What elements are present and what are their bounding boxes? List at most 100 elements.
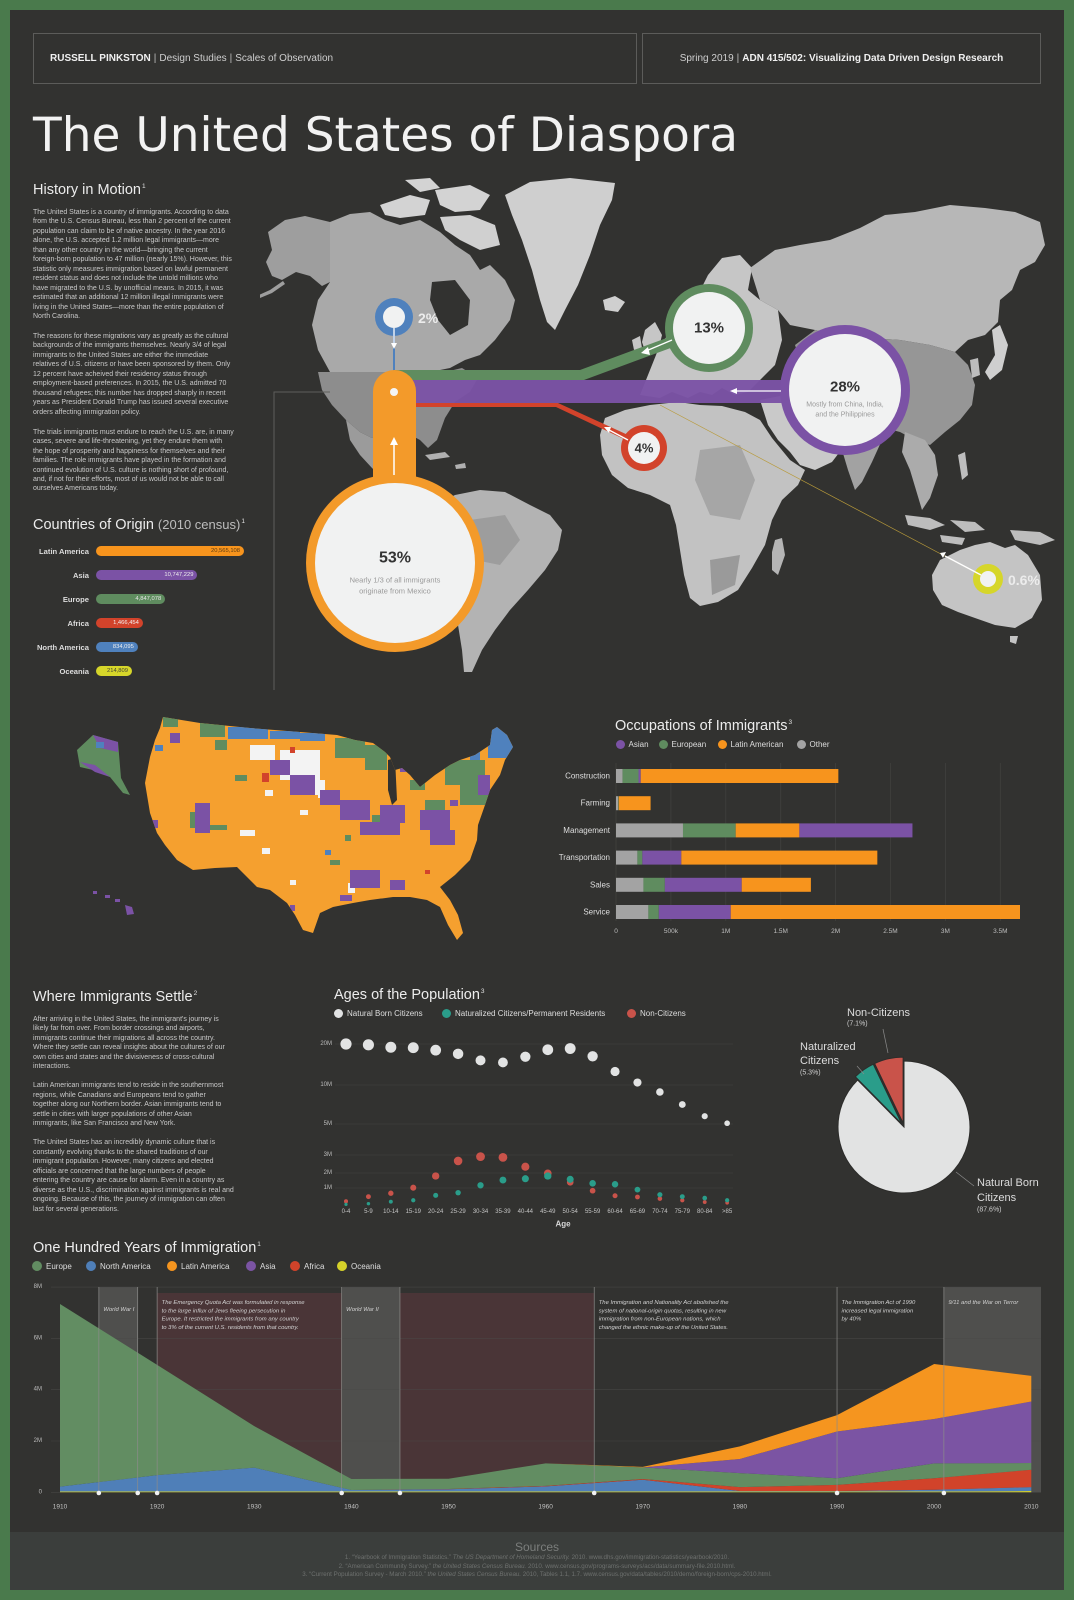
- data-point: [476, 1152, 485, 1162]
- legend-item-latin-america: Latin America: [167, 1261, 229, 1271]
- y-tick-label: 1M: [324, 1185, 332, 1191]
- landmass-alaska: [266, 216, 330, 286]
- landmass-arctic-island: [380, 195, 430, 218]
- data-point: [455, 1189, 461, 1196]
- origin-label: Oceania: [59, 666, 89, 676]
- north-america-pct: 2%: [418, 310, 439, 326]
- bar-segment-european: [618, 796, 619, 811]
- legend-swatch: [717, 739, 727, 749]
- bar-segment-latin-american: [735, 823, 800, 838]
- separator: |: [736, 53, 740, 64]
- sources-footer: Sources 1. “Yearbook of Immigration Stat…: [10, 1532, 1064, 1590]
- landmass-southeast-asia: [902, 432, 938, 510]
- legend-swatch: [627, 1008, 636, 1018]
- x-tick-label: 1.5M: [773, 928, 787, 935]
- footnote-ref: 1: [141, 183, 146, 190]
- data-point: [566, 1175, 574, 1183]
- data-point: [520, 1051, 531, 1062]
- event-marker: [154, 1490, 160, 1496]
- x-tick-label: 1980: [733, 1504, 748, 1511]
- callout-oceania-disc: [980, 571, 996, 587]
- text-line: thousand refugees; this number has dropp…: [33, 389, 226, 397]
- legend-label: Non-Citizens: [640, 1008, 686, 1018]
- text-line: living in the United States—more than th…: [33, 303, 224, 311]
- event-marker: [96, 1490, 102, 1496]
- text-line: families. The role immigrants have playe…: [33, 457, 226, 465]
- data-point: [702, 1200, 707, 1204]
- x-tick-label: 1990: [830, 1504, 845, 1511]
- area-latin-america: [60, 1304, 1032, 1479]
- row-label: Transportation: [559, 853, 610, 862]
- origin-bar: 214,809: [96, 666, 132, 676]
- hawaii-region: [93, 891, 97, 894]
- pie-label-naturalized: Citizens: [800, 1055, 840, 1067]
- x-tick-label: 3M: [941, 928, 950, 935]
- leader-line: [856, 1065, 865, 1075]
- x-tick-label: 1940: [344, 1504, 359, 1511]
- text-line: ourselves Americans today.: [33, 485, 119, 493]
- pie-label-natural-born: Citizens: [977, 1192, 1017, 1204]
- legend-label: Africa: [304, 1261, 325, 1271]
- landmass-russia: [750, 205, 1045, 352]
- legend-item-africa: Africa: [290, 1261, 324, 1271]
- data-point: [366, 1201, 371, 1206]
- text-line: cases, severe and life-threatening, yet …: [33, 438, 223, 446]
- asia-note: Mostly from China, India,: [806, 402, 883, 409]
- bar-segment-other: [616, 905, 649, 919]
- hawaii-region: [105, 895, 110, 898]
- arrow-head-icon: [940, 552, 946, 558]
- annotation-text: Europe. It restricted the immigrants fro…: [162, 1317, 300, 1323]
- data-point: [680, 1198, 685, 1203]
- data-point: [407, 1042, 419, 1054]
- occupations-heading-text: Occupations of Immigrants: [615, 718, 788, 734]
- legend-label: European: [671, 739, 707, 749]
- data-point: [724, 1120, 730, 1127]
- source-item: 2. “American Community Survey.” the Unit…: [10, 1563, 1064, 1572]
- y-tick-label: 3M: [324, 1152, 332, 1158]
- x-tick-label: >85: [722, 1209, 733, 1215]
- legend-swatch: [32, 1261, 42, 1271]
- data-point: [679, 1194, 685, 1200]
- landmass-africa-region: [710, 555, 740, 595]
- history-heading: History in Motion1: [33, 182, 146, 201]
- text-line: statistic only measures immigration base…: [33, 265, 228, 273]
- origin-bar: 10,747,229: [96, 570, 198, 580]
- data-point: [344, 1202, 348, 1206]
- y-tick-label: 5M: [324, 1121, 332, 1127]
- origin-bar: 834,095: [96, 642, 138, 652]
- origin-label: Africa: [67, 618, 89, 628]
- leader-line: [882, 1028, 889, 1054]
- pie-label-natural-born: Natural Born: [977, 1177, 1039, 1189]
- x-tick-label: 25-29: [450, 1209, 466, 1215]
- legend-swatch: [290, 1261, 300, 1271]
- hawaii-region: [115, 899, 120, 902]
- annotation-text: World War II: [346, 1307, 379, 1313]
- x-tick-label: 0-4: [342, 1209, 351, 1215]
- legend-item-other: Other: [796, 739, 830, 749]
- page-title: The United States of Diaspora: [33, 108, 739, 163]
- row-label: Farming: [581, 799, 610, 808]
- landmass-japan: [985, 325, 1008, 380]
- bar-segment-other: [616, 796, 619, 811]
- landmasses: [260, 178, 1055, 672]
- bar-segment-european: [648, 905, 659, 919]
- origin-bar: 20,565,108: [96, 546, 244, 556]
- x-tick-label: 80-84: [697, 1209, 713, 1215]
- x-tick-label: 2.5M: [883, 928, 897, 935]
- text-line: constantly evolving thanks to the shared…: [33, 1148, 208, 1156]
- text-line: backgrounds of the immigrants themselves…: [33, 342, 227, 350]
- x-tick-label: 75-79: [675, 1209, 691, 1215]
- source-text: 2010. www.census.gov/programs-surveys/ac…: [526, 1562, 736, 1570]
- x-tick-label: 2000: [927, 1504, 942, 1511]
- data-point: [388, 1199, 393, 1204]
- legend-item-natural-born: Natural Born Citizens: [334, 1008, 423, 1018]
- citizenship-pie-chart: Non-Citizens (7.1%) Naturalized Citizens…: [800, 1007, 1039, 1214]
- text-line: last for several generations.: [33, 1205, 119, 1213]
- annotation-text: by 40%: [842, 1317, 862, 1323]
- event-marker: [135, 1490, 141, 1496]
- asia-flow-band: [394, 380, 786, 403]
- source-text: 1. “Yearbook of Immigration Statistics.”: [344, 1554, 453, 1561]
- data-point: [612, 1193, 618, 1199]
- y-tick-label: 0: [39, 1489, 43, 1495]
- legend-swatch: [796, 739, 806, 749]
